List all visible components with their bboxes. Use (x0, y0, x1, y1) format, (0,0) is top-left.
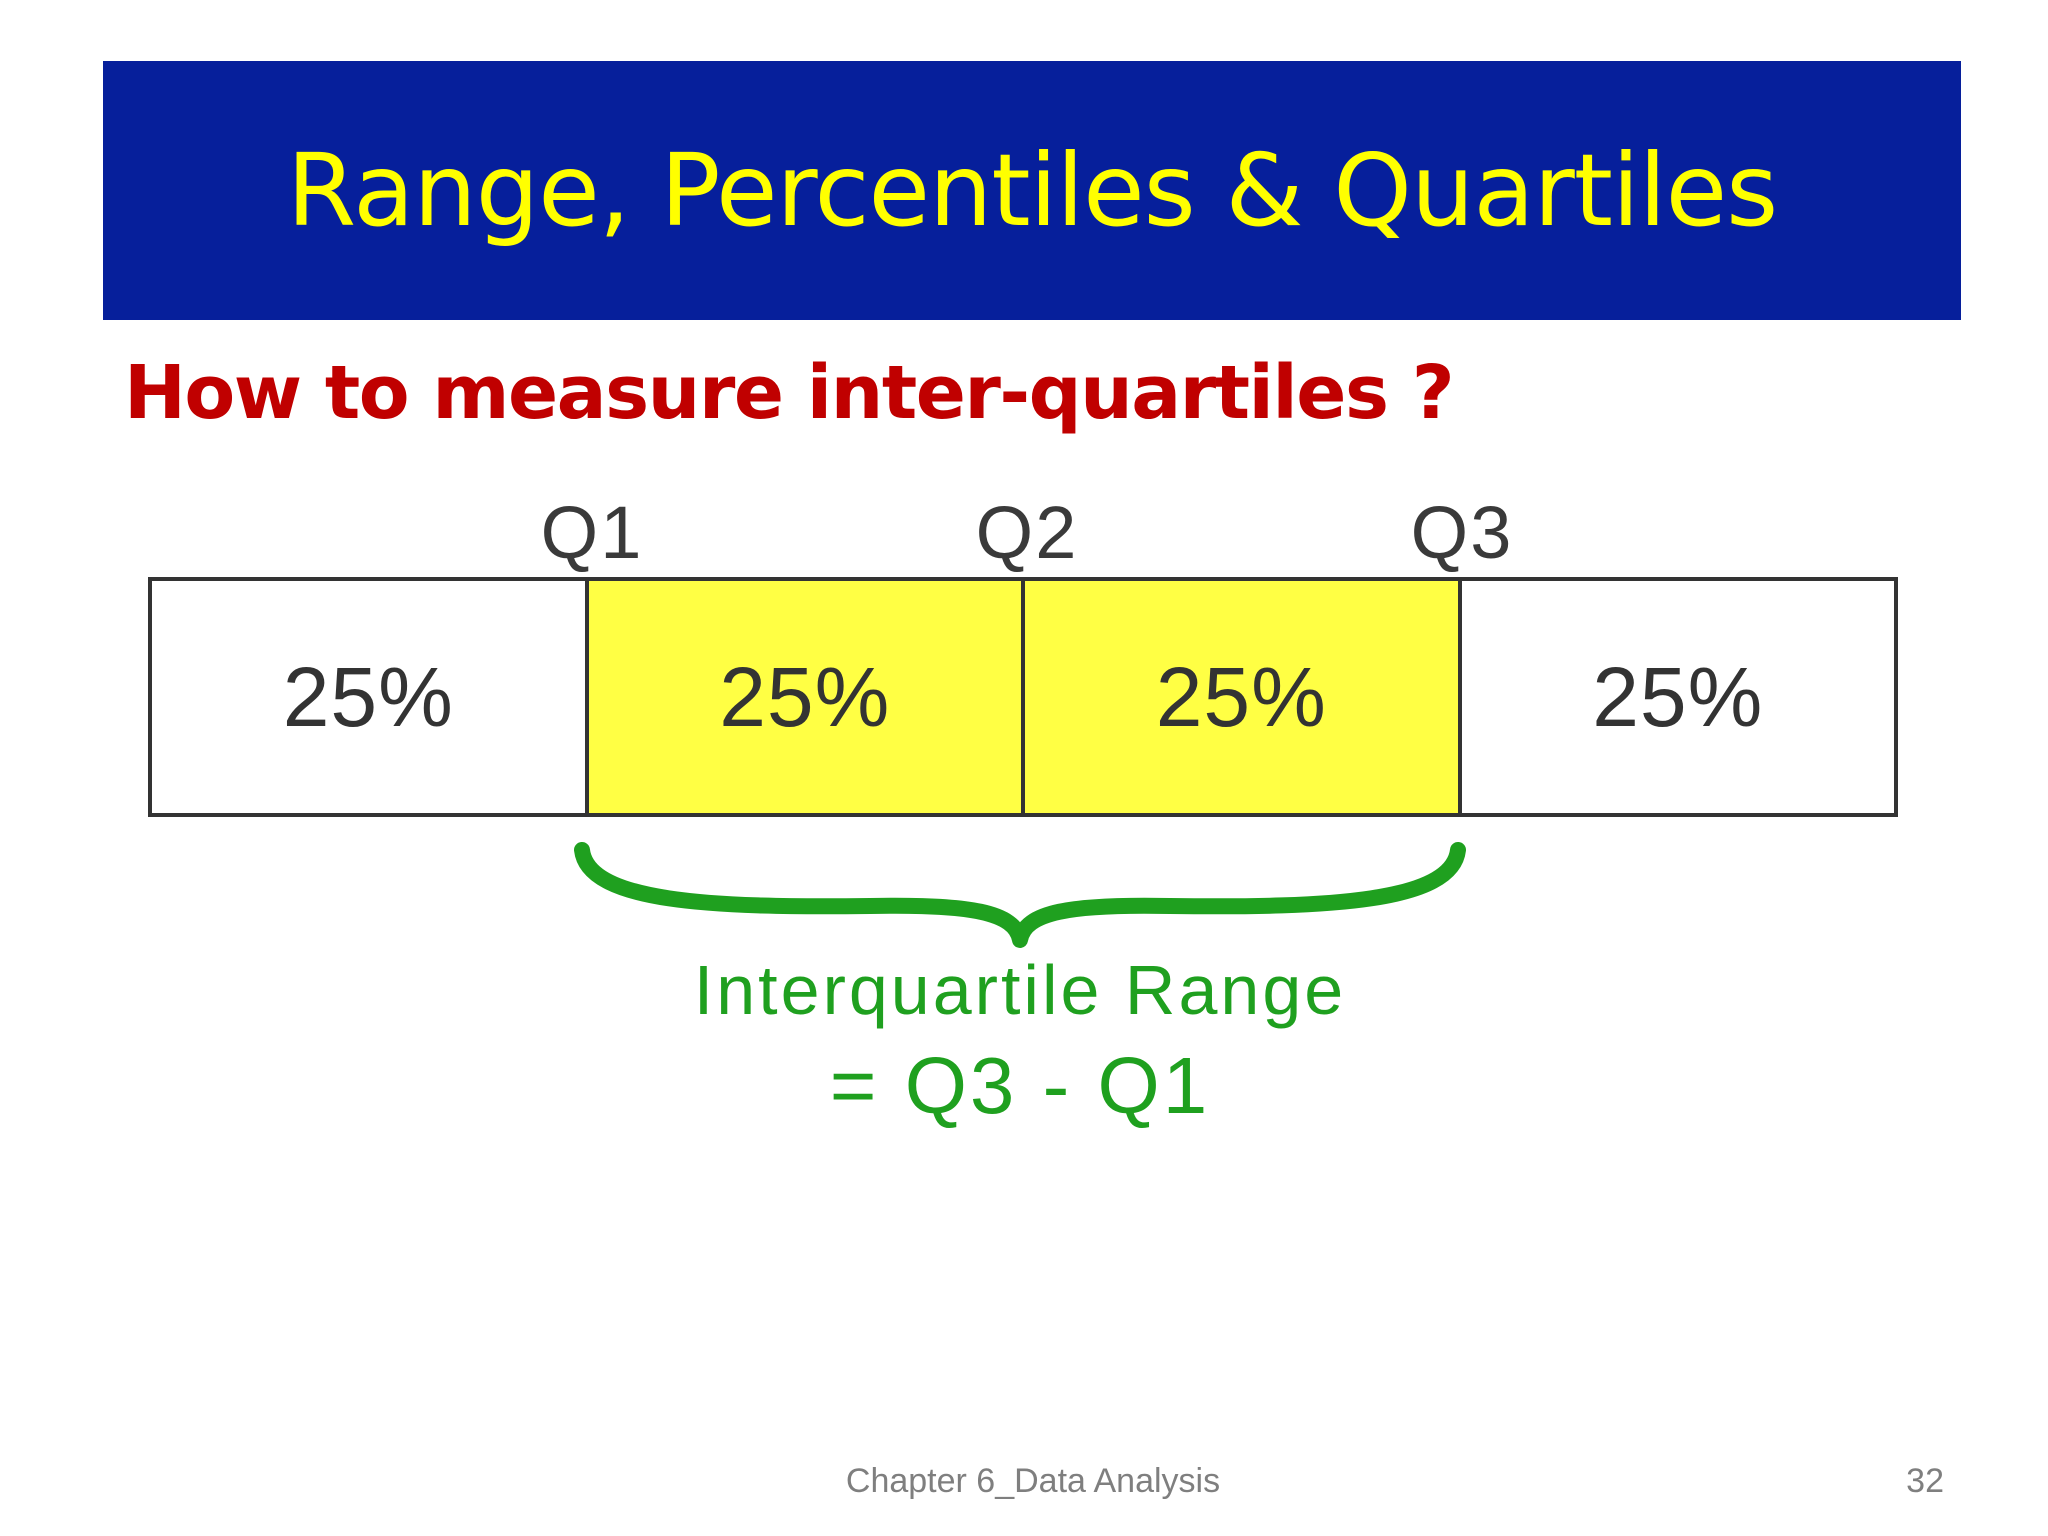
footer-text: Chapter 6_Data Analysis (845, 1462, 1221, 1500)
slide-title: Range, Percentiles & Quartiles (286, 132, 1778, 249)
quartile-bar: 25% 25% 25% 25% (148, 577, 1898, 817)
quartile-label-q1: Q1 (540, 491, 644, 574)
quartile-label-q2: Q2 (975, 491, 1079, 574)
page-number: 32 (1906, 1462, 1944, 1500)
iqr-caption-line2: = Q3 - Q1 (829, 1041, 1211, 1130)
quartile-segment-1: 25% (152, 581, 585, 813)
quartile-segment-4: 25% (1457, 581, 1894, 813)
iqr-caption-line1: Interquartile Range (693, 951, 1347, 1029)
quartile-label-q3: Q3 (1410, 491, 1514, 574)
slide-subtitle: How to measure inter-quartiles ? (124, 350, 1455, 436)
quartile-segment-3: 25% (1021, 581, 1458, 813)
iqr-brace-icon (574, 842, 1466, 948)
quartile-segment-2: 25% (584, 581, 1021, 813)
title-bar: Range, Percentiles & Quartiles (103, 61, 1961, 320)
